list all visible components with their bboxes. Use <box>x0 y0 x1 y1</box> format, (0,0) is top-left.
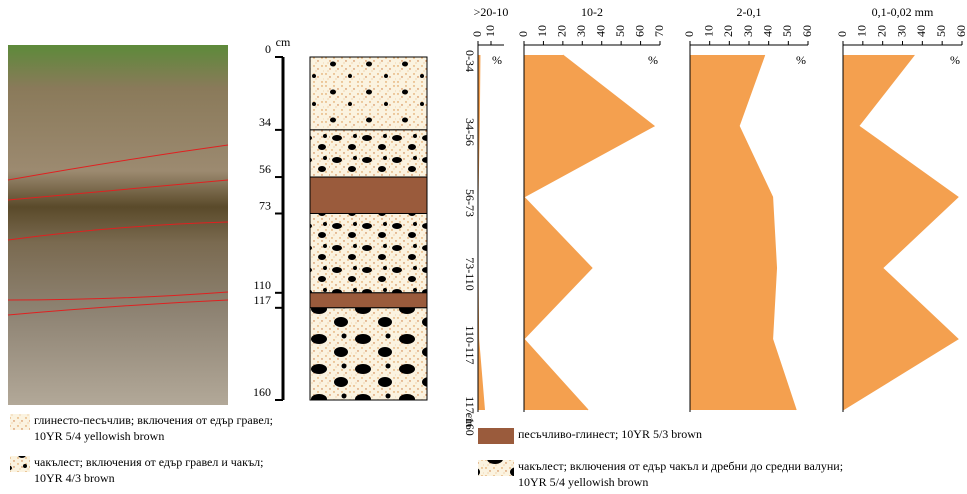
legend-text: глинесто-песъчлив; включения от едър гра… <box>34 413 273 427</box>
depth-tick-label: 160 <box>253 385 271 399</box>
area-fill <box>524 55 654 410</box>
x-tick-label: 0 <box>516 31 530 37</box>
panel-title: >20-10 <box>474 5 509 19</box>
y-axis-label: cm <box>463 413 477 428</box>
x-tick-label: 0 <box>682 31 696 37</box>
x-tick-label: 0 <box>835 31 849 37</box>
x-tick-label: 60 <box>800 25 814 37</box>
x-tick-label: 20 <box>721 25 735 37</box>
depth-tick-label: 0 <box>265 42 271 56</box>
x-tick-label: 50 <box>934 25 948 37</box>
figure: cm 0 34 56 73 110117 160 0-34 34-56 56-73 73-110 1… <box>0 0 967 489</box>
legend-swatch <box>478 460 514 476</box>
panel-title: 0,1-0,02 mm <box>872 5 934 19</box>
x-tick-label: 50 <box>613 25 627 37</box>
depth-tick-label: 56 <box>259 162 271 176</box>
area-fill <box>843 55 958 410</box>
x-tick-label: 20 <box>874 25 888 37</box>
depth-tick-label: 34 <box>259 115 271 129</box>
x-tick-label: 50 <box>780 25 794 37</box>
x-tick-label: 30 <box>741 25 755 37</box>
legend-swatch <box>10 414 30 430</box>
legend-swatch <box>478 428 514 444</box>
depth-tick-label: 117 <box>253 293 271 307</box>
legend-text: песъчливо-глинест; 10YR 5/3 brown <box>518 427 702 441</box>
x-tick-label: 60 <box>632 25 646 37</box>
x-tick-label: 10 <box>701 25 715 37</box>
area-fill <box>690 55 796 410</box>
panel-title: 2-0,1 <box>737 5 762 19</box>
x-tick-label: 30 <box>894 25 908 37</box>
x-tick-label: 10 <box>855 25 869 37</box>
soil-layer <box>310 177 427 213</box>
x-tick-label: 10 <box>535 25 549 37</box>
depth-tick-label: 110 <box>253 278 271 292</box>
x-tick-label: 20 <box>555 25 569 37</box>
legend-text: чакълест; включения от едър чакъл и дреб… <box>518 459 843 473</box>
unit-label: % <box>796 53 806 67</box>
x-tick-label: 60 <box>954 25 967 37</box>
soil-layer <box>310 213 427 292</box>
x-tick-label: 10 <box>483 25 497 37</box>
unit-label: % <box>950 53 960 67</box>
x-tick-label: 0 <box>470 31 484 37</box>
legend-text: 10YR 4/3 brown <box>34 471 115 485</box>
soil-photo <box>8 45 228 405</box>
x-tick-label: 40 <box>914 25 928 37</box>
x-tick-label: 30 <box>574 25 588 37</box>
soil-layer <box>310 130 427 177</box>
soil-layer <box>310 293 427 308</box>
soil-layer <box>310 308 427 400</box>
depth-unit: cm <box>276 35 291 49</box>
x-tick-label: 40 <box>593 25 607 37</box>
soil-layer <box>310 57 427 130</box>
x-tick-label: 40 <box>760 25 774 37</box>
legend-text: 10YR 5/4 yellowish brown <box>518 475 648 489</box>
unit-label: % <box>492 53 502 67</box>
depth-tick-label: 73 <box>259 198 271 212</box>
category-label: 0-34 <box>463 50 477 72</box>
x-tick-label: 70 <box>652 25 666 37</box>
category-label: 56-73 <box>463 189 477 217</box>
panel-title: 10-2 <box>581 5 603 19</box>
legend: глинесто-песъчлив; включения от едър гра… <box>10 413 843 489</box>
legend-text: 10YR 5/4 yellowish brown <box>34 429 164 443</box>
unit-label: % <box>648 53 658 67</box>
category-label: 73-110 <box>463 257 477 291</box>
legend-swatch <box>10 456 30 472</box>
category-label: 34-56 <box>463 118 477 146</box>
legend-text: чакълест; включения от едър гравел и чак… <box>34 455 264 469</box>
category-label: 110-117 <box>463 325 477 364</box>
